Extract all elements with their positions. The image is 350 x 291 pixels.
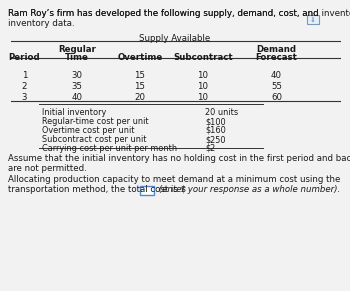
Text: ⇓: ⇓ <box>310 17 316 22</box>
Text: Assume that the initial inventory has no holding cost in the first period and ba: Assume that the initial inventory has no… <box>8 154 350 163</box>
Text: 60: 60 <box>271 93 282 102</box>
Text: 3: 3 <box>22 93 27 102</box>
Text: $250: $250 <box>205 135 225 144</box>
Text: Regular: Regular <box>58 45 96 54</box>
Text: 1: 1 <box>22 71 27 80</box>
Text: 40: 40 <box>271 71 282 80</box>
Text: Supply Available: Supply Available <box>139 34 211 43</box>
Text: 30: 30 <box>71 71 83 80</box>
Text: 10: 10 <box>197 93 209 102</box>
Text: Overtime: Overtime <box>117 53 163 62</box>
FancyBboxPatch shape <box>140 186 154 195</box>
Text: Ram Roy’s firm has developed the following supply, demand, cost, and inventory d: Ram Roy’s firm has developed the followi… <box>8 9 350 18</box>
Text: Initial inventory: Initial inventory <box>42 108 106 117</box>
Text: 40: 40 <box>71 93 83 102</box>
Text: $100: $100 <box>205 117 226 126</box>
Text: Subcontract: Subcontract <box>173 53 233 62</box>
Text: Overtime cost per unit: Overtime cost per unit <box>42 126 134 135</box>
Text: Time: Time <box>65 53 89 62</box>
Text: Ram Roy’s firm has developed the following supply, demand, cost, and inventory d: Ram Roy’s firm has developed the followi… <box>8 9 319 29</box>
Text: 35: 35 <box>71 82 83 91</box>
Text: 15: 15 <box>134 82 146 91</box>
Text: 20: 20 <box>134 93 146 102</box>
Text: Demand: Demand <box>257 45 296 54</box>
Text: $160: $160 <box>205 126 226 135</box>
Text: Forecast: Forecast <box>256 53 298 62</box>
Text: 10: 10 <box>197 82 209 91</box>
Text: 15: 15 <box>134 71 146 80</box>
Text: 10: 10 <box>197 71 209 80</box>
Bar <box>307 15 319 24</box>
Text: (enter your response as a whole number).: (enter your response as a whole number). <box>156 185 340 194</box>
Text: 55: 55 <box>271 82 282 91</box>
Text: 2: 2 <box>22 82 27 91</box>
Text: transportation method, the total cost is $: transportation method, the total cost is… <box>8 185 186 194</box>
Text: 20 units: 20 units <box>205 108 238 117</box>
Text: Regular-time cost per unit: Regular-time cost per unit <box>42 117 149 126</box>
Text: Period: Period <box>9 53 40 62</box>
Text: are not permitted.: are not permitted. <box>8 164 87 173</box>
Text: Carrying cost per unit per month: Carrying cost per unit per month <box>42 144 177 153</box>
Text: Allocating production capacity to meet demand at a minimum cost using the: Allocating production capacity to meet d… <box>8 175 340 184</box>
Text: Subcontract cost per unit: Subcontract cost per unit <box>42 135 147 144</box>
Text: $2: $2 <box>205 144 215 153</box>
